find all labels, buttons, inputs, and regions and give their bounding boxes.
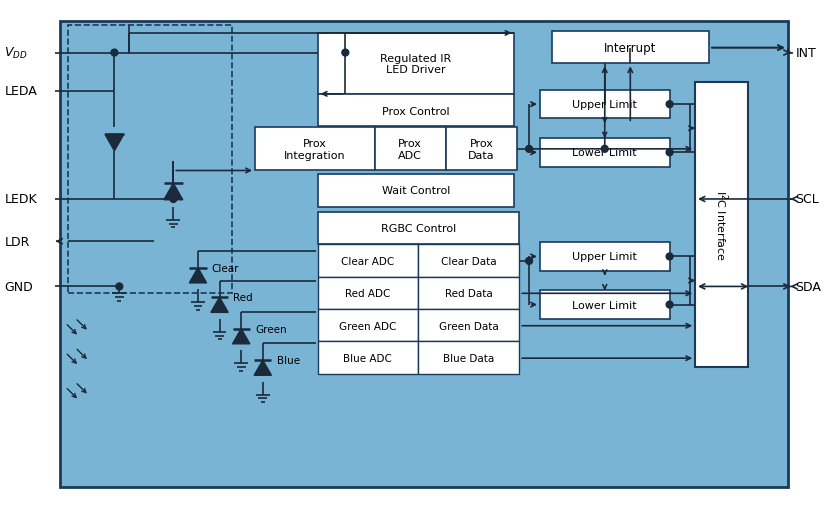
FancyBboxPatch shape — [60, 22, 788, 487]
FancyBboxPatch shape — [552, 32, 709, 64]
FancyBboxPatch shape — [540, 91, 670, 119]
Text: Blue: Blue — [277, 355, 300, 365]
Text: Upper Limit: Upper Limit — [573, 100, 637, 110]
FancyBboxPatch shape — [375, 128, 446, 171]
Text: Red Data: Red Data — [445, 289, 493, 299]
Circle shape — [526, 146, 532, 153]
Text: Green ADC: Green ADC — [339, 321, 396, 331]
Text: $V_{DD}$: $V_{DD}$ — [4, 46, 28, 61]
FancyBboxPatch shape — [418, 277, 519, 309]
Circle shape — [666, 253, 673, 261]
Text: Upper Limit: Upper Limit — [573, 252, 637, 262]
FancyBboxPatch shape — [695, 83, 748, 367]
Circle shape — [170, 196, 177, 203]
FancyBboxPatch shape — [318, 277, 418, 309]
FancyBboxPatch shape — [68, 26, 232, 294]
Polygon shape — [190, 268, 207, 284]
FancyBboxPatch shape — [255, 128, 375, 171]
FancyBboxPatch shape — [318, 342, 418, 374]
FancyBboxPatch shape — [318, 309, 418, 342]
Text: Prox Control: Prox Control — [382, 106, 450, 116]
FancyBboxPatch shape — [318, 245, 418, 277]
Text: Clear: Clear — [212, 263, 239, 273]
FancyBboxPatch shape — [318, 95, 514, 127]
Text: Blue ADC: Blue ADC — [344, 353, 392, 363]
Text: Red ADC: Red ADC — [345, 289, 391, 299]
Text: SCL: SCL — [795, 193, 819, 206]
Text: Lower Limit: Lower Limit — [573, 300, 637, 310]
FancyBboxPatch shape — [418, 245, 519, 277]
FancyBboxPatch shape — [418, 309, 519, 342]
Text: Prox
Data: Prox Data — [468, 139, 494, 160]
Polygon shape — [254, 360, 271, 376]
Circle shape — [342, 50, 349, 57]
Text: Blue Data: Blue Data — [443, 353, 494, 363]
Polygon shape — [105, 135, 124, 152]
Text: Green Data: Green Data — [438, 321, 499, 331]
Text: Red: Red — [233, 293, 253, 303]
Text: Prox
ADC: Prox ADC — [398, 139, 422, 160]
Text: Clear Data: Clear Data — [441, 257, 497, 266]
Text: Interrupt: Interrupt — [604, 42, 657, 54]
Text: Regulated IR
LED Driver: Regulated IR LED Driver — [381, 53, 452, 75]
Text: Green: Green — [255, 324, 287, 334]
FancyBboxPatch shape — [318, 34, 514, 95]
FancyBboxPatch shape — [540, 291, 670, 319]
Text: LEDK: LEDK — [4, 193, 37, 206]
Text: I$^2$C Interface: I$^2$C Interface — [714, 189, 730, 261]
Polygon shape — [232, 329, 250, 344]
Circle shape — [116, 284, 123, 290]
FancyBboxPatch shape — [318, 175, 514, 208]
Circle shape — [666, 301, 673, 308]
Circle shape — [666, 150, 673, 156]
Polygon shape — [211, 298, 228, 313]
Text: SDA: SDA — [795, 280, 822, 293]
Text: LEDA: LEDA — [4, 85, 37, 98]
FancyBboxPatch shape — [318, 212, 519, 245]
FancyBboxPatch shape — [446, 128, 517, 171]
Text: Prox
Integration: Prox Integration — [284, 139, 346, 160]
Text: Lower Limit: Lower Limit — [573, 148, 637, 158]
Circle shape — [526, 258, 532, 265]
Text: LDR: LDR — [4, 235, 30, 248]
Text: Wait Control: Wait Control — [382, 186, 450, 196]
FancyBboxPatch shape — [540, 243, 670, 271]
Polygon shape — [164, 184, 183, 201]
Circle shape — [666, 101, 673, 108]
Circle shape — [111, 50, 118, 57]
Text: INT: INT — [795, 47, 816, 60]
FancyBboxPatch shape — [540, 139, 670, 167]
Text: RGBC Control: RGBC Control — [381, 224, 456, 234]
FancyBboxPatch shape — [418, 342, 519, 374]
Text: GND: GND — [4, 280, 33, 293]
Circle shape — [602, 146, 608, 153]
Text: Clear ADC: Clear ADC — [341, 257, 395, 266]
